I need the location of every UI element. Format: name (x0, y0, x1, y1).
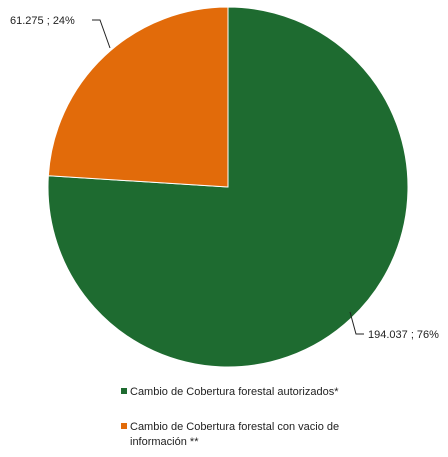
legend-label-green: Cambio de Cobertura forestal autorizados… (130, 386, 339, 398)
legend-label-orange-line2: información ** (130, 436, 199, 448)
slice-label-green: 194.037 ; 76% (368, 329, 439, 341)
pie-slice-orange (47, 6, 229, 188)
pie-slices (47, 6, 409, 368)
slice-label-leader-green (349, 311, 364, 335)
slice-label-leader-orange (92, 19, 111, 49)
legend-label-orange-line1: Cambio de Cobertura forestal con vacio d… (130, 421, 339, 433)
legend: Cambio de Cobertura forestal autorizados… (121, 386, 339, 448)
slice-label-orange: 61.275 ; 24% (10, 15, 75, 27)
legend-swatch-green (121, 388, 127, 394)
legend-item-orange: Cambio de Cobertura forestal con vacio d… (121, 421, 339, 448)
legend-item-green: Cambio de Cobertura forestal autorizados… (121, 386, 339, 398)
legend-swatch-orange (121, 423, 127, 429)
